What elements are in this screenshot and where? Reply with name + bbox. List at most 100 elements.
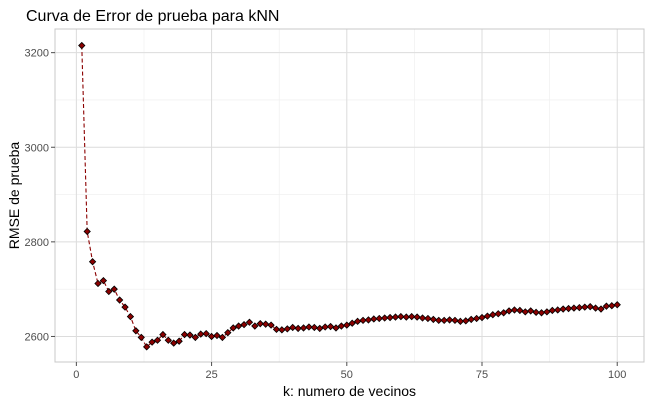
x-axis-title: k: numero de vecinos <box>283 383 416 399</box>
data-point <box>305 323 313 331</box>
data-point <box>375 314 383 323</box>
data-point <box>402 313 410 321</box>
data-point <box>175 337 183 345</box>
data-point <box>164 336 172 344</box>
data-point <box>132 327 140 335</box>
plot-panel-border <box>54 28 645 363</box>
data-point <box>451 316 459 325</box>
data-point <box>397 312 405 321</box>
data-point <box>137 333 145 342</box>
data-point <box>554 306 562 314</box>
data-point <box>256 320 264 328</box>
data-point <box>186 331 194 339</box>
data-point <box>591 304 600 312</box>
y-axis-title: RMSE de prueba <box>6 142 22 250</box>
data-point <box>462 317 470 325</box>
data-point <box>581 303 589 311</box>
data-point <box>294 324 302 333</box>
data-point <box>472 314 481 323</box>
data-point <box>343 321 351 329</box>
data-point <box>99 276 108 285</box>
data-point <box>537 309 546 317</box>
data-point <box>126 312 135 321</box>
data-point <box>527 307 535 315</box>
data-point <box>548 306 556 315</box>
axes: 0 25 50 75 100 2600 2800 3000 3200 <box>25 48 627 381</box>
data-point <box>159 330 167 339</box>
data-point <box>440 316 448 325</box>
chart-title: Curva de Error de prueba para kNN <box>26 8 279 25</box>
data-point <box>143 343 151 351</box>
x-tick-label: 25 <box>205 369 217 381</box>
data-point <box>408 312 416 321</box>
data-point <box>218 333 227 342</box>
y-tick-label: 3000 <box>25 142 49 154</box>
data-point <box>88 258 97 266</box>
data-point <box>435 316 443 325</box>
data-point <box>521 308 529 316</box>
data-point <box>364 316 373 324</box>
data-point <box>483 312 492 320</box>
x-tick-label: 50 <box>341 369 353 381</box>
y-tick-label: 3200 <box>25 48 49 60</box>
data-point <box>310 323 319 332</box>
data-point <box>316 324 324 333</box>
data-point <box>197 330 205 338</box>
data-point <box>586 302 594 311</box>
data-point <box>413 313 421 321</box>
data-point <box>234 322 243 330</box>
data-point <box>170 339 178 347</box>
data-point <box>105 287 113 296</box>
data-point <box>229 324 237 332</box>
data-point <box>283 325 291 333</box>
data-point <box>386 313 394 322</box>
data-point <box>110 285 118 293</box>
data-point <box>564 304 573 313</box>
data-point <box>94 279 102 288</box>
data-point <box>445 316 454 324</box>
data-point <box>121 303 129 311</box>
data-point <box>478 313 486 322</box>
data-point <box>516 306 524 315</box>
data-point <box>272 325 281 334</box>
data-point <box>575 303 584 312</box>
data-point <box>299 324 308 332</box>
data-point <box>83 227 91 236</box>
grid <box>54 28 645 363</box>
data-point <box>251 322 259 330</box>
y-tick-label: 2800 <box>25 237 49 249</box>
data-point <box>78 41 86 50</box>
data-point <box>148 338 156 346</box>
series-layer <box>78 41 621 351</box>
data-point <box>467 315 475 324</box>
data-point <box>370 315 378 323</box>
data-point <box>289 323 297 332</box>
series-line <box>81 45 618 348</box>
data-point <box>332 324 340 332</box>
data-point <box>499 309 508 317</box>
data-point <box>532 308 540 316</box>
data-point <box>115 296 124 304</box>
data-point <box>224 329 232 337</box>
x-tick-label: 75 <box>476 369 488 381</box>
data-point <box>510 306 519 314</box>
data-point <box>207 332 216 341</box>
data-point <box>543 308 551 316</box>
data-point <box>424 314 432 323</box>
x-tick-label: 0 <box>73 369 79 381</box>
data-point <box>326 322 335 331</box>
data-point <box>348 319 356 327</box>
data-point <box>429 315 437 324</box>
data-point <box>597 305 605 313</box>
data-point <box>570 304 578 312</box>
data-point <box>202 329 210 338</box>
y-tick-label: 2600 <box>25 331 49 343</box>
data-point <box>321 323 329 331</box>
data-point <box>262 320 270 328</box>
data-point <box>602 302 611 310</box>
data-point <box>380 314 389 322</box>
data-point <box>267 321 275 329</box>
data-point <box>213 331 221 340</box>
data-point <box>245 318 254 326</box>
